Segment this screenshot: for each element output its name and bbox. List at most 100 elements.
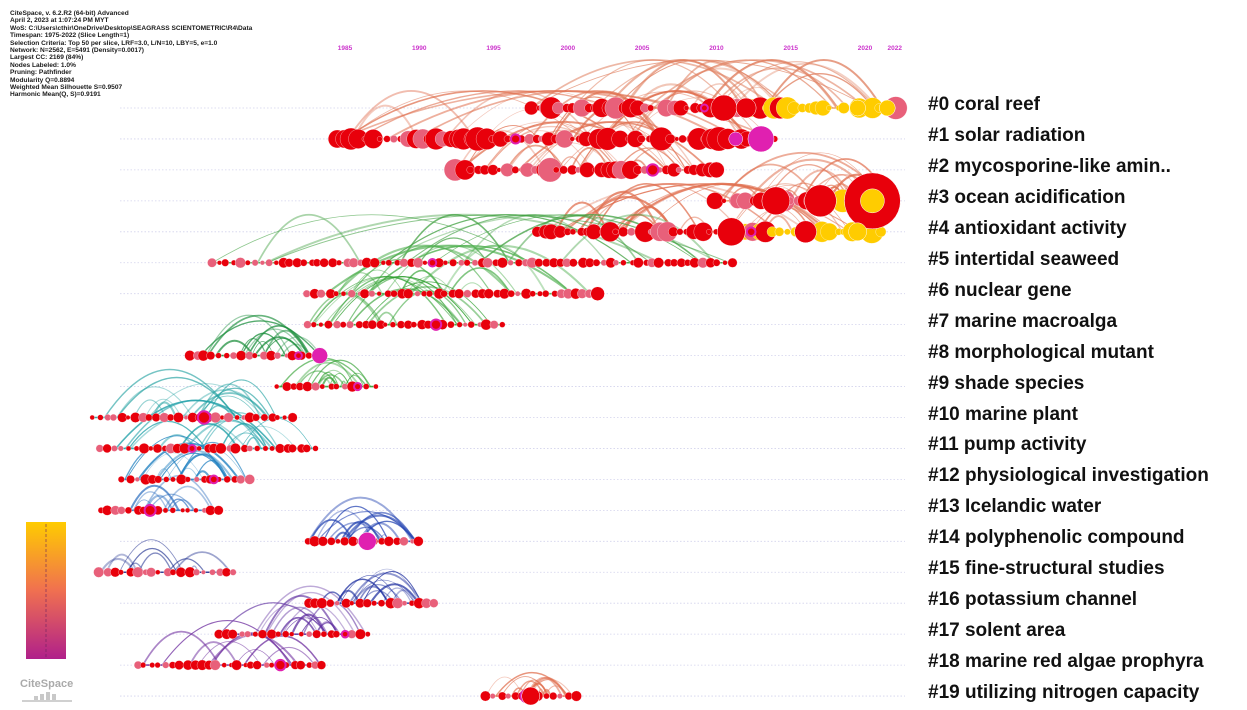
cited-reference-node — [244, 474, 255, 485]
info-line: Timespan: 1975-2022 (Slice Length=1) — [10, 32, 130, 40]
citation-arc — [665, 60, 766, 109]
citation-arc — [338, 272, 383, 295]
cited-reference-node — [327, 537, 336, 546]
cited-reference-node — [569, 228, 577, 235]
citation-arc — [326, 522, 384, 542]
citation-arc — [297, 370, 339, 387]
cited-reference-node — [306, 631, 313, 638]
citation-arc — [265, 592, 356, 635]
citation-arc — [196, 395, 259, 418]
cited-reference-node — [367, 319, 377, 330]
cited-reference-node — [665, 133, 676, 145]
cited-reference-node — [180, 507, 186, 513]
citation-arc — [340, 520, 381, 542]
cited-reference-node — [244, 630, 252, 638]
cited-reference-node — [275, 443, 285, 454]
cited-reference-node — [838, 102, 850, 114]
highly-cited-node — [848, 222, 867, 242]
info-line: April 2, 2023 at 1:07:24 PM MYT — [10, 17, 109, 25]
cited-reference-node — [499, 321, 506, 328]
citation-arc — [207, 314, 311, 357]
citation-arc — [478, 214, 703, 264]
cited-reference-node — [316, 289, 326, 299]
highly-cited-node — [728, 131, 743, 147]
cited-reference-node — [312, 445, 319, 452]
year-tick-label: 1985 — [338, 45, 353, 52]
cited-reference-node — [326, 599, 335, 608]
citation-arc — [206, 379, 277, 418]
highly-cited-node — [358, 532, 377, 551]
hub-node-core — [860, 188, 885, 214]
citation-arc — [406, 276, 454, 294]
cited-reference-node — [557, 693, 563, 699]
citation-arc — [328, 373, 350, 387]
cited-reference-node — [210, 412, 221, 423]
cited-reference-node — [234, 257, 246, 269]
cited-reference-node — [111, 445, 118, 452]
citation-arc — [225, 432, 266, 449]
cited-reference-node — [89, 414, 95, 421]
cited-reference-node — [282, 415, 288, 420]
cited-reference-node — [316, 597, 328, 609]
cited-reference-node — [442, 260, 448, 266]
cited-reference-node — [288, 444, 297, 453]
cited-reference-node — [413, 536, 424, 547]
cited-reference-node — [146, 567, 156, 578]
citation-arc — [339, 575, 400, 604]
cited-reference-node — [559, 165, 568, 175]
cited-reference-node — [334, 600, 340, 606]
cited-reference-node — [534, 258, 544, 268]
cluster-label: #18 marine red algae prophyra — [928, 651, 1204, 673]
cited-reference-node — [542, 290, 550, 298]
citation-arc — [716, 61, 877, 109]
logo-text: CiteSpace — [20, 678, 74, 690]
cited-reference-node — [152, 443, 163, 454]
citation-arc — [305, 359, 356, 387]
citation-arc — [198, 641, 262, 666]
cited-reference-node — [454, 288, 464, 299]
citation-arc — [262, 647, 316, 666]
cited-reference-node — [376, 291, 382, 297]
cited-reference-node — [347, 289, 356, 298]
citation-arc — [366, 286, 487, 326]
cited-reference-node — [514, 258, 523, 267]
cited-reference-node — [169, 569, 177, 576]
cluster-label: #10 marine plant — [928, 403, 1078, 425]
cited-reference-node — [363, 383, 370, 390]
cited-reference-node — [298, 631, 304, 637]
cited-reference-node — [727, 257, 738, 268]
cited-reference-node — [346, 320, 354, 329]
citation-arc — [166, 498, 191, 511]
cited-reference-node — [138, 443, 150, 454]
burst-node — [427, 257, 438, 268]
info-line: CiteSpace, v. 6.2.R2 (64-bit) Advanced — [10, 10, 129, 17]
citation-arc — [615, 182, 830, 233]
cited-reference-node — [289, 631, 295, 637]
citation-arc — [585, 190, 661, 233]
citation-arc — [307, 496, 414, 542]
burst-node — [353, 381, 363, 392]
highly-cited-node — [735, 97, 757, 119]
cited-reference-node — [355, 628, 366, 640]
citation-arc — [142, 630, 221, 666]
cited-reference-node — [234, 414, 240, 421]
citation-arc — [200, 320, 320, 357]
citation-arc — [347, 90, 476, 140]
citation-arc — [366, 244, 573, 295]
cited-reference-node — [339, 321, 347, 328]
highly-cited-node — [717, 217, 746, 247]
cluster-label: #14 polyphenolic compound — [928, 527, 1185, 549]
cited-reference-node — [162, 661, 170, 669]
cited-reference-node — [302, 444, 311, 453]
citation-arc — [103, 368, 236, 418]
cited-reference-node — [262, 445, 269, 452]
cited-reference-node — [569, 136, 575, 142]
cited-reference-node — [217, 260, 222, 266]
cluster-label: #1 solar radiation — [928, 124, 1086, 146]
citation-arc — [352, 584, 404, 604]
citation-arc — [190, 392, 269, 419]
highly-cited-node — [708, 161, 725, 179]
citation-arc — [346, 511, 416, 542]
year-tick-label: 2020 — [858, 45, 873, 52]
citation-arc — [315, 510, 374, 542]
